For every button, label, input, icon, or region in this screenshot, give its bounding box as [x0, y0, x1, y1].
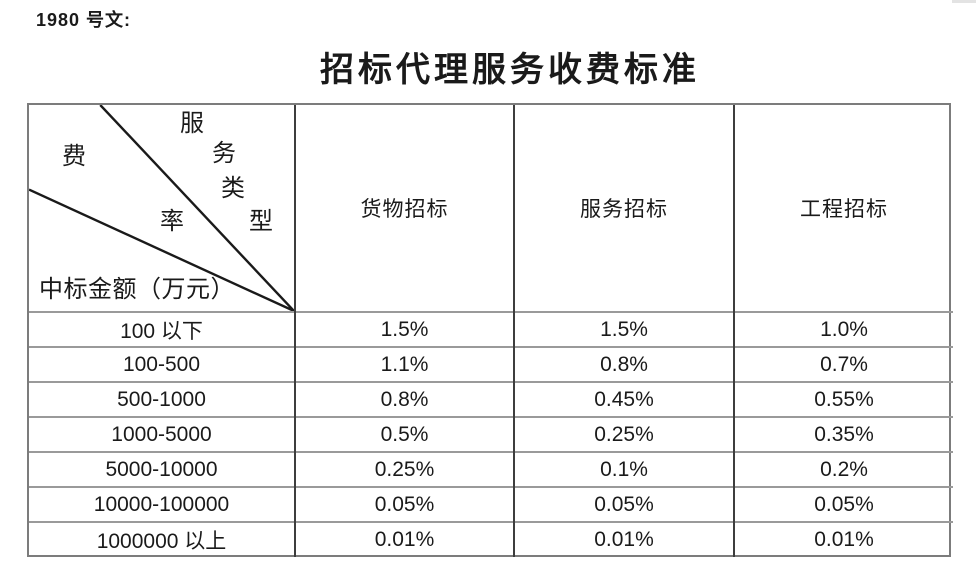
- service-rate: 0.01%: [514, 521, 735, 557]
- service-rate: 0.25%: [514, 416, 735, 452]
- doc-number: 1980 号文:: [36, 10, 132, 30]
- goods-rate: 0.01%: [295, 521, 515, 557]
- axis-service-type-char: 类: [221, 176, 245, 202]
- engineering-rate: 0.55%: [734, 381, 953, 417]
- axis-service-type-char: 型: [249, 209, 273, 235]
- axis-fee-rate-char: 费: [62, 144, 86, 170]
- window-edge-artifact: [952, 0, 976, 3]
- column-header-engineering: 工程招标: [800, 197, 888, 221]
- table-row: 5000-10000 0.25% 0.1% 0.2%: [29, 451, 953, 487]
- bid-amount-range: 10000-100000: [29, 486, 296, 522]
- axis-service-type-char: 服: [180, 111, 204, 137]
- diagonal-divider-lines: [29, 105, 294, 311]
- goods-rate: 1.5%: [295, 311, 515, 347]
- bid-amount-range: 100 以下: [29, 311, 296, 347]
- goods-rate: 0.25%: [295, 451, 515, 487]
- bid-amount-range: 1000-5000: [29, 416, 296, 452]
- engineering-rate: 0.7%: [734, 346, 953, 382]
- engineering-rate: 0.35%: [734, 416, 953, 452]
- bid-amount-range: 100-500: [29, 346, 296, 382]
- goods-rate: 0.5%: [295, 416, 515, 452]
- page-title: 招标代理服务收费标准: [320, 52, 700, 89]
- engineering-rate: 0.01%: [734, 521, 953, 557]
- column-header-service: 服务招标: [514, 105, 735, 312]
- axis-fee-rate-char: 率: [160, 209, 184, 235]
- engineering-rate: 0.05%: [734, 486, 953, 522]
- bid-amount-range: 500-1000: [29, 381, 296, 417]
- table-row: 100 以下 1.5% 1.5% 1.0%: [29, 311, 953, 347]
- goods-rate: 0.05%: [295, 486, 515, 522]
- bid-amount-axis-label: 中标金额（万元）: [39, 276, 235, 303]
- column-header-goods: 货物招标: [295, 105, 515, 312]
- bid-amount-range: 5000-10000: [29, 451, 296, 487]
- service-rate: 0.1%: [514, 451, 735, 487]
- header-row: 服 务 类 型 费 率 中标金额（万元） 货物招标 服务招标 工程招标: [29, 105, 953, 312]
- table-row: 1000-5000 0.5% 0.25% 0.35%: [29, 416, 953, 452]
- engineering-rate: 0.2%: [734, 451, 953, 487]
- axis-service-type-char: 务: [212, 141, 236, 167]
- table-row: 500-1000 0.8% 0.45% 0.55%: [29, 381, 953, 417]
- fee-table: 服 务 类 型 费 率 中标金额（万元） 货物招标 服务招标 工程招标 100 …: [29, 105, 953, 557]
- diagonal-header-cell: 服 务 类 型 费 率 中标金额（万元）: [29, 105, 296, 312]
- service-rate: 0.45%: [514, 381, 735, 417]
- goods-rate: 0.8%: [295, 381, 515, 417]
- fee-table-container: 服 务 类 型 费 率 中标金额（万元） 货物招标 服务招标 工程招标 100 …: [27, 103, 953, 557]
- bid-amount-range: 1000000 以上: [29, 521, 296, 557]
- service-rate: 1.5%: [514, 311, 735, 347]
- service-rate: 0.8%: [514, 346, 735, 382]
- table-row: 10000-100000 0.05% 0.05% 0.05%: [29, 486, 953, 522]
- table-row: 100-500 1.1% 0.8% 0.7%: [29, 346, 953, 382]
- table-row: 1000000 以上 0.01% 0.01% 0.01%: [29, 521, 953, 557]
- service-rate: 0.05%: [514, 486, 735, 522]
- goods-rate: 1.1%: [295, 346, 515, 382]
- engineering-rate: 1.0%: [734, 311, 953, 347]
